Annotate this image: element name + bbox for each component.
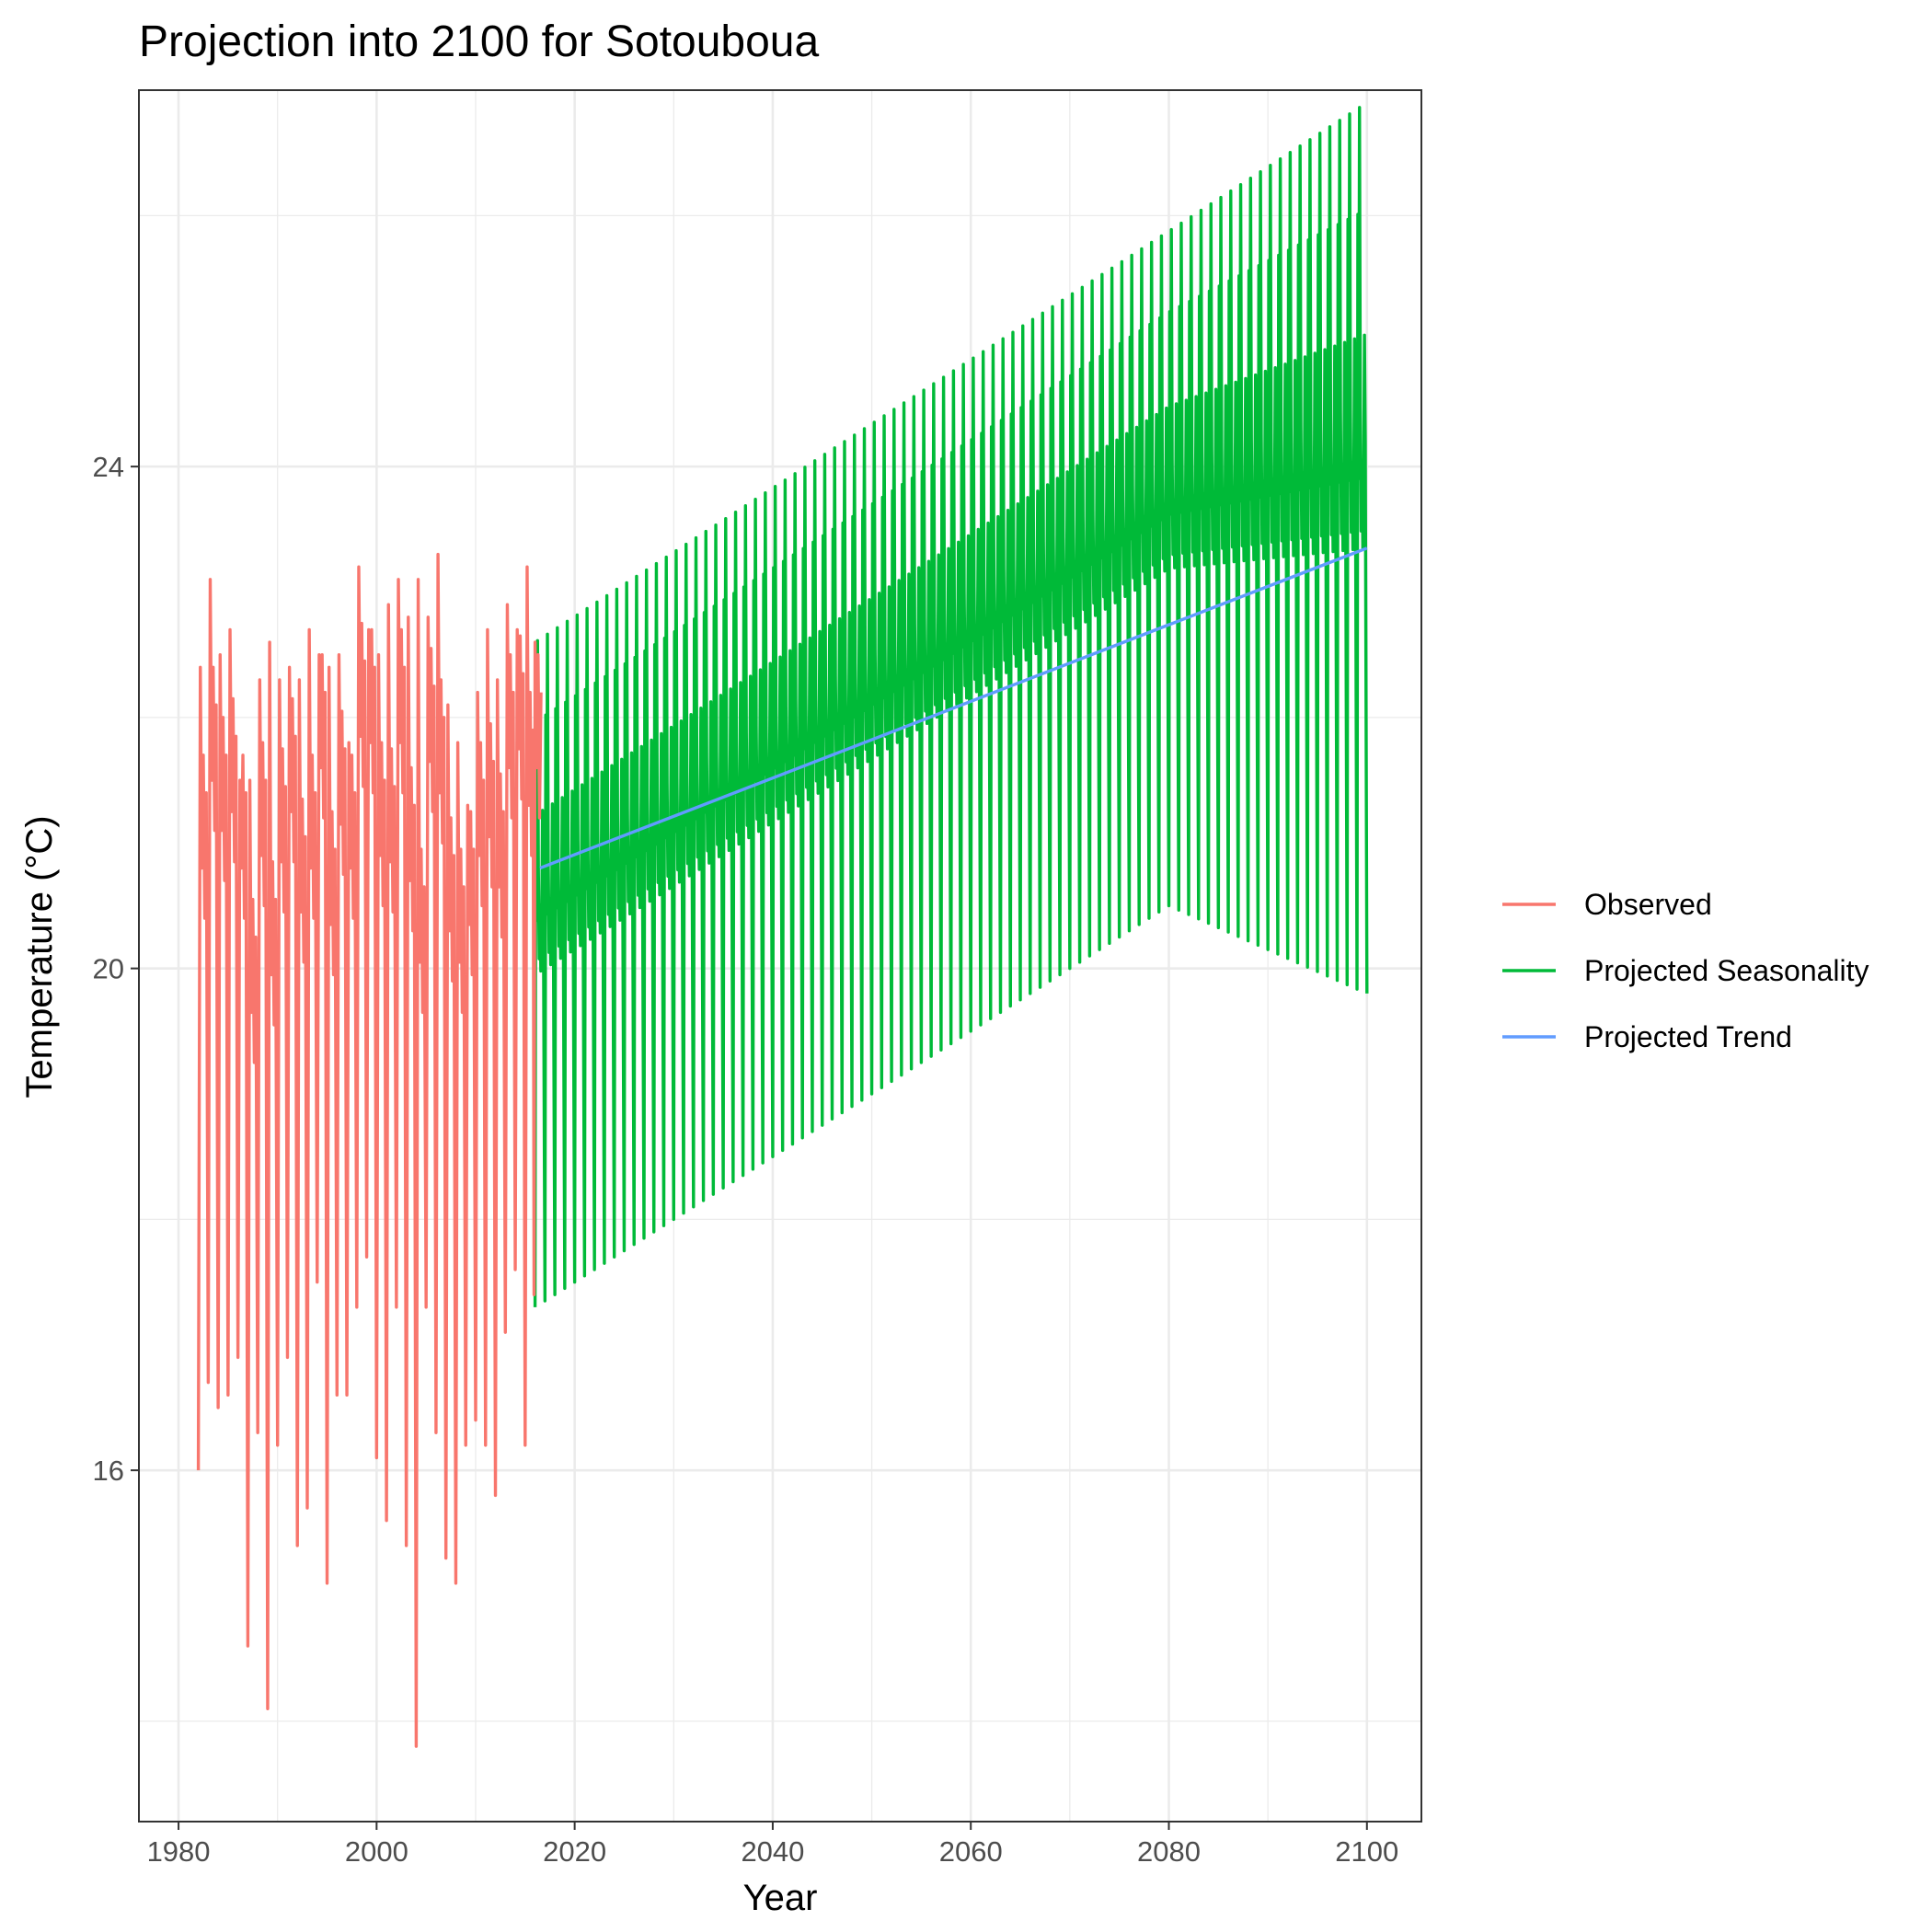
y-axis: 16 20 24 [93, 451, 139, 1487]
legend-label: Observed [1584, 888, 1712, 921]
legend-label: Projected Seasonality [1584, 954, 1869, 987]
plot-panel [138, 89, 1422, 1823]
x-tick-label: 2080 [1137, 1835, 1201, 1868]
x-tick-label: 2020 [543, 1835, 606, 1868]
series-projected-trend [539, 546, 1368, 870]
y-tick-label: 16 [93, 1455, 124, 1487]
y-tick-label: 20 [93, 953, 124, 985]
x-tick-label: 1980 [147, 1835, 211, 1868]
series-projected-seasonality [533, 106, 1369, 1307]
legend: Observed Projected Seasonality Projected T… [1502, 888, 1869, 1053]
y-tick-label: 24 [93, 451, 124, 483]
x-tick-label: 2000 [345, 1835, 408, 1868]
chart-title: Projection into 2100 for Sotouboua [139, 17, 820, 66]
y-axis-title: Temperature (°C) [19, 815, 60, 1098]
x-axis-title: Year [743, 1878, 818, 1918]
series-layer [196, 106, 1369, 1748]
x-axis: 1980 2000 2020 2040 2060 2080 2100 [147, 1822, 1398, 1868]
plot-border [138, 89, 1422, 1823]
series-observed [196, 552, 543, 1748]
x-tick-label: 2100 [1335, 1835, 1398, 1868]
legend-label: Projected Trend [1584, 1020, 1792, 1053]
x-tick-label: 2060 [939, 1835, 1003, 1868]
x-tick-label: 2040 [741, 1835, 804, 1868]
